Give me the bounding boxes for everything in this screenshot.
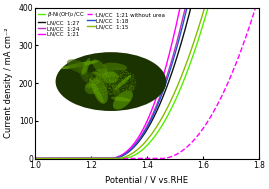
LN/CC  1:18 [33,157,36,160]
LN/CC  1:18 [226,7,230,9]
LN/CC  1:21 without urea [176,153,179,155]
LN/CC  1:21 [169,47,172,49]
β-Ni(OH)₂/CC [169,108,172,111]
β-Ni(OH)₂/CC [176,94,179,97]
LN/CC  1:27 [189,7,193,9]
LN/CC  1:27 [47,157,50,160]
β-Ni(OH)₂/CC [257,7,260,9]
LN/CC  1:21 without urea [33,157,36,160]
LN/CC  1:24 [169,62,172,65]
LN/CC  1:21 without urea [257,7,260,9]
LN/CC  1:15 [176,85,179,87]
LN/CC  1:27 [33,157,36,160]
LN/CC  1:27 [203,7,207,9]
LN/CC  1:21 [47,157,50,160]
LN/CC  1:18 [47,157,50,160]
LN/CC  1:21 [257,7,260,9]
LN/CC  1:21 without urea [169,156,172,158]
LN/CC  1:15 [203,7,207,9]
β-Ni(OH)₂/CC [207,7,210,9]
Line: LN/CC  1:24: LN/CC 1:24 [35,8,259,159]
LN/CC  1:27 [226,7,230,9]
LN/CC  1:21 [33,157,36,160]
LN/CC  1:15 [169,100,172,102]
LN/CC  1:27 [176,54,179,56]
LN/CC  1:15 [47,157,50,160]
β-Ni(OH)₂/CC [47,157,50,160]
LN/CC  1:18 [163,85,167,87]
LN/CC  1:21 [203,7,207,9]
Line: β-Ni(OH)₂/CC: β-Ni(OH)₂/CC [35,8,259,159]
Legend: $\beta$-Ni(OH)$_2$/CC, LN/CC  1:27, LN/CC  1:24, LN/CC  1:21, LN/CC  1:21 withou: $\beta$-Ni(OH)$_2$/CC, LN/CC 1:27, LN/CC… [36,9,167,38]
LN/CC  1:21 without urea [226,82,229,84]
β-Ni(OH)₂/CC [163,119,167,122]
LN/CC  1:15 [33,157,36,160]
LN/CC  1:24 [203,7,207,9]
LN/CC  1:15 [226,7,230,9]
Line: LN/CC  1:27: LN/CC 1:27 [35,8,259,159]
X-axis label: Potential / V vs.RHE: Potential / V vs.RHE [105,176,188,185]
LN/CC  1:21 [176,18,179,20]
LN/CC  1:18 [203,7,207,9]
LN/CC  1:27 [169,75,172,77]
LN/CC  1:18 [185,7,189,9]
Line: LN/CC  1:18: LN/CC 1:18 [35,8,259,159]
LN/CC  1:15 [257,7,260,9]
LN/CC  1:18 [176,44,179,46]
LN/CC  1:15 [163,111,167,114]
Line: LN/CC  1:21: LN/CC 1:21 [35,8,259,159]
β-Ni(OH)₂/CC [226,7,230,9]
β-Ni(OH)₂/CC [203,18,206,20]
LN/CC  1:24 [163,81,167,84]
LN/CC  1:21 [163,69,167,71]
Line: LN/CC  1:15: LN/CC 1:15 [35,8,259,159]
Y-axis label: Current density / mA cm⁻²: Current density / mA cm⁻² [4,28,13,138]
β-Ni(OH)₂/CC [33,157,36,160]
LN/CC  1:21 without urea [254,7,257,9]
LN/CC  1:21 without urea [203,125,206,127]
LN/CC  1:24 [176,38,179,40]
LN/CC  1:24 [33,157,36,160]
LN/CC  1:21 [226,7,230,9]
LN/CC  1:27 [163,91,167,93]
LN/CC  1:18 [257,7,260,9]
Line: LN/CC  1:21 without urea: LN/CC 1:21 without urea [35,8,259,159]
LN/CC  1:21 without urea [163,157,167,159]
LN/CC  1:27 [257,7,260,9]
LN/CC  1:18 [169,67,172,69]
LN/CC  1:21 [178,7,182,9]
LN/CC  1:24 [257,7,260,9]
LN/CC  1:21 without urea [47,157,50,160]
LN/CC  1:15 [203,7,206,9]
LN/CC  1:24 [226,7,230,9]
LN/CC  1:24 [184,7,187,9]
LN/CC  1:24 [47,157,50,160]
